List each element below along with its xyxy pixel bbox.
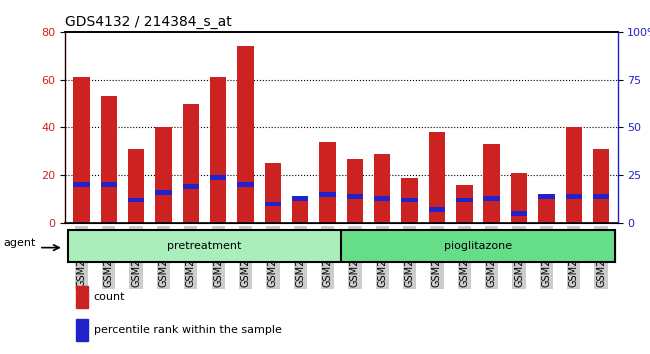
Bar — [538, 197, 554, 223]
Bar — [101, 96, 117, 223]
Bar — [593, 194, 609, 199]
Bar — [511, 211, 527, 216]
Bar — [265, 201, 281, 206]
Bar — [210, 175, 226, 179]
Bar — [319, 192, 336, 197]
Bar — [374, 154, 391, 223]
Bar — [237, 182, 254, 187]
Text: pretreatment: pretreatment — [167, 241, 242, 251]
Bar — [265, 163, 281, 223]
Text: agent: agent — [3, 238, 36, 248]
Bar — [484, 196, 500, 201]
Bar — [155, 127, 172, 223]
Bar — [183, 184, 199, 189]
Bar — [76, 286, 88, 308]
Bar — [76, 319, 88, 341]
Bar — [346, 159, 363, 223]
Bar — [101, 182, 117, 187]
Bar — [593, 149, 609, 223]
Bar — [210, 77, 226, 223]
Bar — [566, 194, 582, 199]
Bar — [292, 199, 309, 223]
Bar — [155, 190, 172, 195]
Bar — [183, 104, 199, 223]
Text: percentile rank within the sample: percentile rank within the sample — [94, 325, 281, 335]
Bar — [456, 185, 473, 223]
Bar — [374, 196, 391, 201]
Bar — [128, 198, 144, 202]
Bar — [73, 182, 90, 187]
Text: GDS4132 / 214384_s_at: GDS4132 / 214384_s_at — [65, 16, 232, 29]
Bar — [484, 144, 500, 223]
Bar — [237, 46, 254, 223]
Bar — [402, 198, 418, 202]
Bar — [511, 173, 527, 223]
Bar — [429, 207, 445, 212]
Bar — [402, 178, 418, 223]
Bar — [128, 149, 144, 223]
Bar — [346, 194, 363, 199]
Bar — [319, 142, 336, 223]
Bar — [73, 77, 90, 223]
Bar — [538, 194, 554, 199]
Bar — [429, 132, 445, 223]
Text: count: count — [94, 292, 125, 302]
Text: pioglitazone: pioglitazone — [444, 241, 512, 251]
Bar — [566, 127, 582, 223]
Bar — [456, 198, 473, 202]
Bar — [292, 196, 309, 201]
